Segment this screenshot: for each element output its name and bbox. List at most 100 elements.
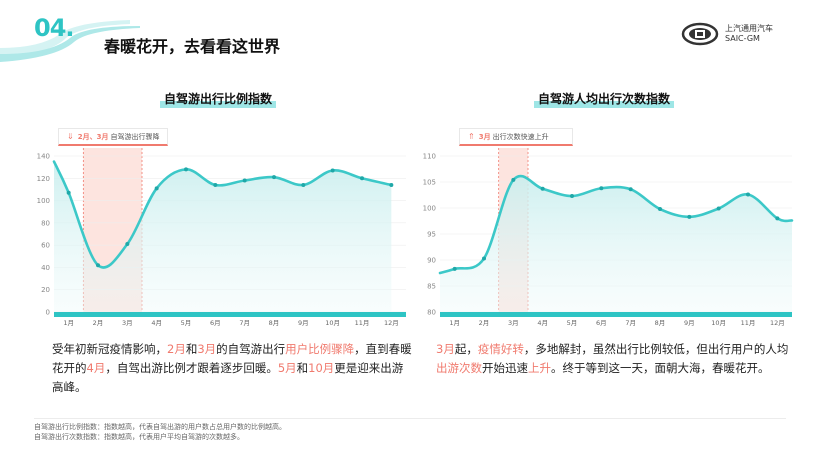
- text-left-segment: 4月: [86, 361, 106, 375]
- data-point: [482, 256, 486, 261]
- x-tick-label: 10月: [711, 319, 726, 327]
- data-point: [687, 214, 692, 219]
- text-left-segment: 10月: [308, 361, 335, 375]
- footnote-2: 自驾游出行次数指数：指数越高，代表用户平均自驾游的次数越多。: [34, 433, 244, 441]
- footnote-divider: [34, 418, 786, 419]
- x-tick-label: 3月: [508, 319, 519, 327]
- data-point: [540, 186, 545, 191]
- chart-2: 80 85 90 95 100 105 110 1月 2月 3月 4月 5月 6月 7月 8月 9月 10月 11…: [423, 148, 794, 327]
- page-title: 春暖花开，去看看这世界: [104, 37, 281, 56]
- data-point: [746, 192, 750, 197]
- text-left-segment: ，直到春暖花开的: [52, 342, 412, 375]
- y-tick-label: 100: [37, 197, 50, 205]
- chart-1-callout: ⇓ 2月、3月 自驾游出行骤降: [58, 128, 168, 146]
- x-tick-label: 1月: [449, 319, 460, 327]
- chart-2-title: 自驾游人均出行次数指数: [534, 90, 675, 108]
- data-point: [125, 242, 130, 247]
- text-left-segment: 的自驾游出行: [216, 342, 286, 356]
- data-point: [511, 177, 516, 182]
- data-point: [360, 176, 364, 181]
- chart-1: 0 20 40 60 80 100 120 140 1月 2月 3月 4月 5月 6月 7月 8月 9月 10月 1…: [37, 148, 406, 327]
- y-tick-label: 20: [41, 286, 50, 294]
- y-tick-label: 0: [46, 309, 50, 317]
- y-tick-label: 90: [427, 257, 436, 265]
- data-point: [452, 266, 457, 271]
- text-right-segment: 。终于等到这一天，面朝大海，春暖花开。: [551, 361, 770, 375]
- text-left-segment: 和: [185, 342, 198, 356]
- text-left-segment: 2月: [167, 342, 186, 356]
- x-tick-label: 1月: [63, 319, 74, 327]
- x-tick-label: 5月: [181, 319, 192, 327]
- data-point: [570, 194, 574, 199]
- brand-line-2: SAIC-GM: [725, 34, 760, 43]
- footnotes: 自驾游出行比例指数：指数越高，代表自驾出游的用户数占总用户数的比例越高。 自驾游…: [34, 422, 286, 442]
- x-tick-label: 11月: [741, 319, 756, 327]
- header-decoration: [0, 20, 140, 62]
- data-point: [154, 186, 159, 191]
- data-point: [330, 168, 335, 173]
- data-point: [184, 167, 188, 172]
- chart-1-title: 自驾游出行比例指数: [160, 90, 277, 108]
- y-tick-label: 80: [427, 309, 436, 317]
- y-tick-label: 110: [423, 153, 436, 161]
- data-point: [599, 186, 604, 191]
- text-right-segment: 开始迅速: [482, 361, 528, 375]
- text-left-segment: 用户比例骤降: [285, 342, 355, 356]
- x-tick-label: 3月: [122, 319, 133, 327]
- x-tick-label: 5月: [567, 319, 578, 327]
- x-tick-label: 9月: [298, 319, 309, 327]
- text-right-segment: 起，: [454, 342, 478, 356]
- arrow-down-icon: ⇓: [67, 132, 74, 141]
- data-point: [213, 182, 218, 187]
- x-tick-label: 9月: [684, 319, 695, 327]
- x-tick-label: 2月: [93, 319, 104, 327]
- text-left-segment: 3月: [197, 342, 217, 356]
- data-point: [66, 190, 71, 195]
- left-description: 受年初新冠疫情影响，2月和3月的自驾游出行用户比例骤降，直到春暖花开的4月，自驾…: [52, 340, 412, 397]
- x-tick-label: 2月: [479, 319, 490, 327]
- y-tick-label: 85: [427, 283, 436, 291]
- brand-line-1: 上汽通用汽车: [725, 24, 773, 33]
- data-point: [628, 187, 633, 192]
- chart-2-callout: ⇑ 3月 出行次数快速上升: [459, 128, 573, 146]
- x-tick-label: 7月: [625, 319, 636, 327]
- x-tick-label: 11月: [355, 319, 370, 327]
- text-right-segment: 3月: [436, 342, 455, 356]
- data-point: [301, 182, 306, 187]
- data-point: [96, 263, 100, 268]
- text-right-segment: 出游次数: [436, 361, 482, 375]
- right-description: 3月起，疫情好转，多地解封，虽然出行比例较低，但出行用户的人均出游次数开始迅速上…: [436, 340, 796, 378]
- series-area: [440, 176, 792, 312]
- text-left-segment: 受年初新冠疫情影响，: [52, 342, 167, 356]
- y-tick-label: 105: [423, 179, 436, 187]
- text-left-segment: ，自驾出游比例才跟着逐步回暖。: [105, 361, 278, 375]
- x-tick-label: 4月: [537, 319, 548, 327]
- text-right-segment: 上升: [528, 361, 551, 375]
- data-point: [716, 206, 721, 211]
- brand-logo: 上汽通用汽车 SAIC-GM: [681, 22, 773, 46]
- y-tick-label: 100: [423, 205, 436, 213]
- y-tick-label: 95: [427, 231, 436, 239]
- x-tick-label: 6月: [596, 319, 607, 327]
- series-area: [54, 161, 392, 312]
- text-left-segment: 更是迎来出游高峰。: [52, 361, 404, 394]
- data-point: [389, 182, 394, 187]
- x-axis-bar: [54, 312, 406, 317]
- x-axis-bar: [440, 312, 792, 317]
- y-tick-label: 120: [37, 175, 50, 183]
- x-tick-label: 7月: [239, 319, 250, 327]
- x-tick-label: 10月: [325, 319, 340, 327]
- y-tick-label: 60: [41, 242, 50, 250]
- y-tick-label: 40: [41, 264, 50, 272]
- data-point: [775, 216, 780, 221]
- footnote-1: 自驾游出行比例指数：指数越高，代表自驾出游的用户数占总用户数的比例越高。: [34, 423, 286, 431]
- text-left-segment: 和: [296, 361, 309, 375]
- x-tick-label: 4月: [151, 319, 162, 327]
- x-tick-label: 8月: [269, 319, 280, 327]
- section-number: 04.: [34, 14, 75, 42]
- data-point: [272, 175, 276, 180]
- x-tick-label: 12月: [384, 319, 399, 327]
- y-tick-label: 140: [37, 153, 50, 161]
- data-point: [658, 207, 662, 212]
- series-line: [438, 174, 794, 275]
